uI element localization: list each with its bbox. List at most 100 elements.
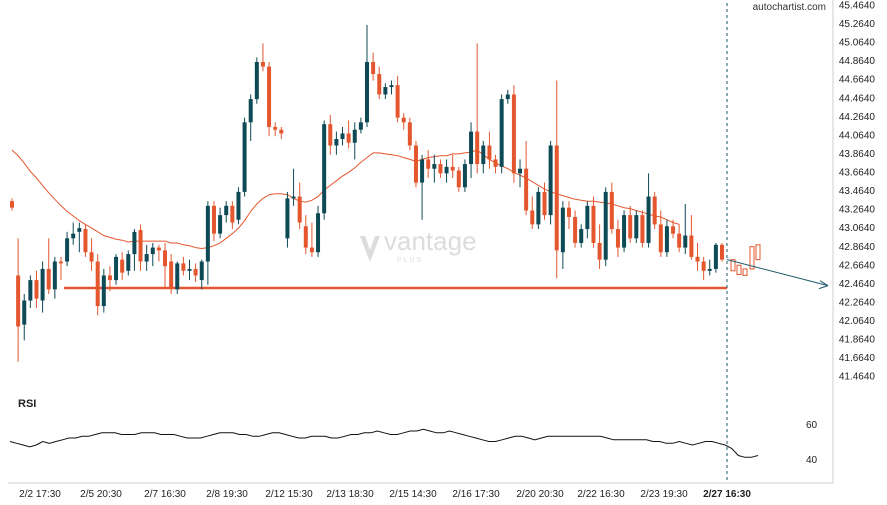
candle bbox=[297, 182, 302, 230]
candle-body bbox=[573, 216, 578, 243]
candle bbox=[395, 75, 400, 123]
candle bbox=[646, 173, 651, 248]
y-tick-label: 43.8640 bbox=[839, 149, 876, 160]
candle-body bbox=[71, 233, 76, 239]
x-tick-label: 2/5 20:30 bbox=[80, 489, 122, 500]
candle-body bbox=[132, 231, 137, 255]
moving-average-line bbox=[11, 149, 680, 250]
candle-body bbox=[683, 235, 688, 248]
candle-body bbox=[138, 229, 143, 262]
candle bbox=[260, 43, 265, 72]
candle bbox=[365, 24, 369, 127]
candle-body bbox=[114, 256, 119, 281]
candle bbox=[144, 244, 149, 271]
candle-body bbox=[10, 201, 14, 208]
candle bbox=[677, 224, 682, 253]
candle-body bbox=[163, 250, 168, 267]
candle bbox=[132, 229, 137, 271]
candle bbox=[22, 293, 27, 341]
candle bbox=[664, 219, 669, 257]
candle bbox=[267, 61, 272, 137]
forecast-candle bbox=[730, 259, 736, 272]
candle-body bbox=[218, 215, 223, 234]
candle bbox=[187, 259, 192, 281]
candle-body bbox=[101, 275, 106, 307]
candle bbox=[169, 254, 174, 294]
candle bbox=[377, 66, 382, 100]
candle bbox=[89, 238, 94, 271]
candle bbox=[114, 254, 119, 285]
y-tick-label: 43.2640 bbox=[839, 205, 876, 216]
candle-body bbox=[89, 252, 94, 262]
candle bbox=[156, 244, 161, 262]
candle-body bbox=[211, 205, 216, 234]
candle bbox=[322, 120, 327, 220]
candle-body bbox=[316, 213, 321, 253]
y-tick-label: 44.6640 bbox=[839, 75, 876, 86]
candle-body bbox=[322, 124, 327, 214]
candle-body bbox=[303, 226, 308, 248]
candle bbox=[524, 140, 529, 216]
candle-body bbox=[377, 74, 382, 95]
candle bbox=[383, 83, 388, 100]
candle-body bbox=[352, 129, 357, 143]
candle bbox=[420, 154, 425, 220]
candle-body bbox=[199, 261, 204, 281]
candle-body bbox=[524, 168, 529, 211]
candle-body bbox=[426, 159, 431, 169]
candle-body bbox=[254, 61, 259, 100]
candle-body bbox=[469, 131, 474, 165]
candle-body bbox=[248, 99, 253, 123]
candle bbox=[34, 270, 39, 308]
candle bbox=[352, 122, 357, 160]
projection-arrow-line bbox=[726, 259, 829, 287]
candle-body bbox=[615, 229, 620, 248]
candle bbox=[150, 242, 155, 267]
x-tick-label-current: 2/27 16:30 bbox=[703, 489, 751, 500]
candle-body bbox=[481, 145, 486, 165]
candle bbox=[615, 219, 620, 257]
y-tick-label: 45.0640 bbox=[839, 38, 876, 49]
rsi-level-label: 60 bbox=[806, 420, 818, 431]
candle bbox=[438, 159, 443, 178]
candle bbox=[481, 140, 486, 174]
projection bbox=[726, 3, 829, 483]
candle bbox=[554, 80, 559, 279]
candle bbox=[389, 80, 394, 95]
candle-body bbox=[230, 205, 235, 223]
candle bbox=[499, 94, 504, 174]
candle bbox=[279, 126, 284, 140]
x-axis: 2/2 17:30 2/5 20:30 2/7 16:30 2/8 19:30 2/12… bbox=[19, 489, 751, 500]
y-axis: 45.4640 45.2640 45.0640 44.8640 44.6640 44.46… bbox=[839, 1, 876, 383]
forecast-candle bbox=[749, 246, 755, 270]
y-tick-label: 45.2640 bbox=[839, 19, 876, 30]
candle-body bbox=[511, 94, 516, 174]
candle bbox=[163, 242, 168, 290]
candle-body bbox=[713, 244, 718, 269]
candle-body bbox=[677, 233, 682, 248]
candle bbox=[65, 231, 70, 267]
y-tick-label: 44.0640 bbox=[839, 130, 876, 141]
candle-body bbox=[401, 117, 406, 123]
candle bbox=[658, 210, 663, 257]
candle-body bbox=[536, 191, 541, 225]
candle bbox=[701, 256, 706, 281]
x-tick-label: 2/22 16:30 bbox=[577, 489, 625, 500]
candle-body bbox=[28, 280, 33, 301]
candle-body bbox=[652, 196, 657, 225]
candle-body bbox=[58, 261, 63, 264]
candle bbox=[52, 256, 57, 299]
candle bbox=[695, 242, 700, 271]
candle-body bbox=[456, 170, 461, 188]
candle-body bbox=[181, 263, 186, 271]
candle bbox=[542, 182, 547, 220]
candle bbox=[371, 52, 376, 81]
candle bbox=[585, 201, 590, 239]
candle-body bbox=[383, 87, 388, 95]
attribution-link[interactable]: autochartist.com bbox=[753, 2, 826, 13]
y-tick-label: 45.4640 bbox=[839, 1, 876, 12]
candle-body bbox=[175, 263, 180, 290]
candle bbox=[407, 117, 412, 151]
x-tick-label: 2/13 18:30 bbox=[326, 489, 374, 500]
candle bbox=[634, 210, 639, 243]
